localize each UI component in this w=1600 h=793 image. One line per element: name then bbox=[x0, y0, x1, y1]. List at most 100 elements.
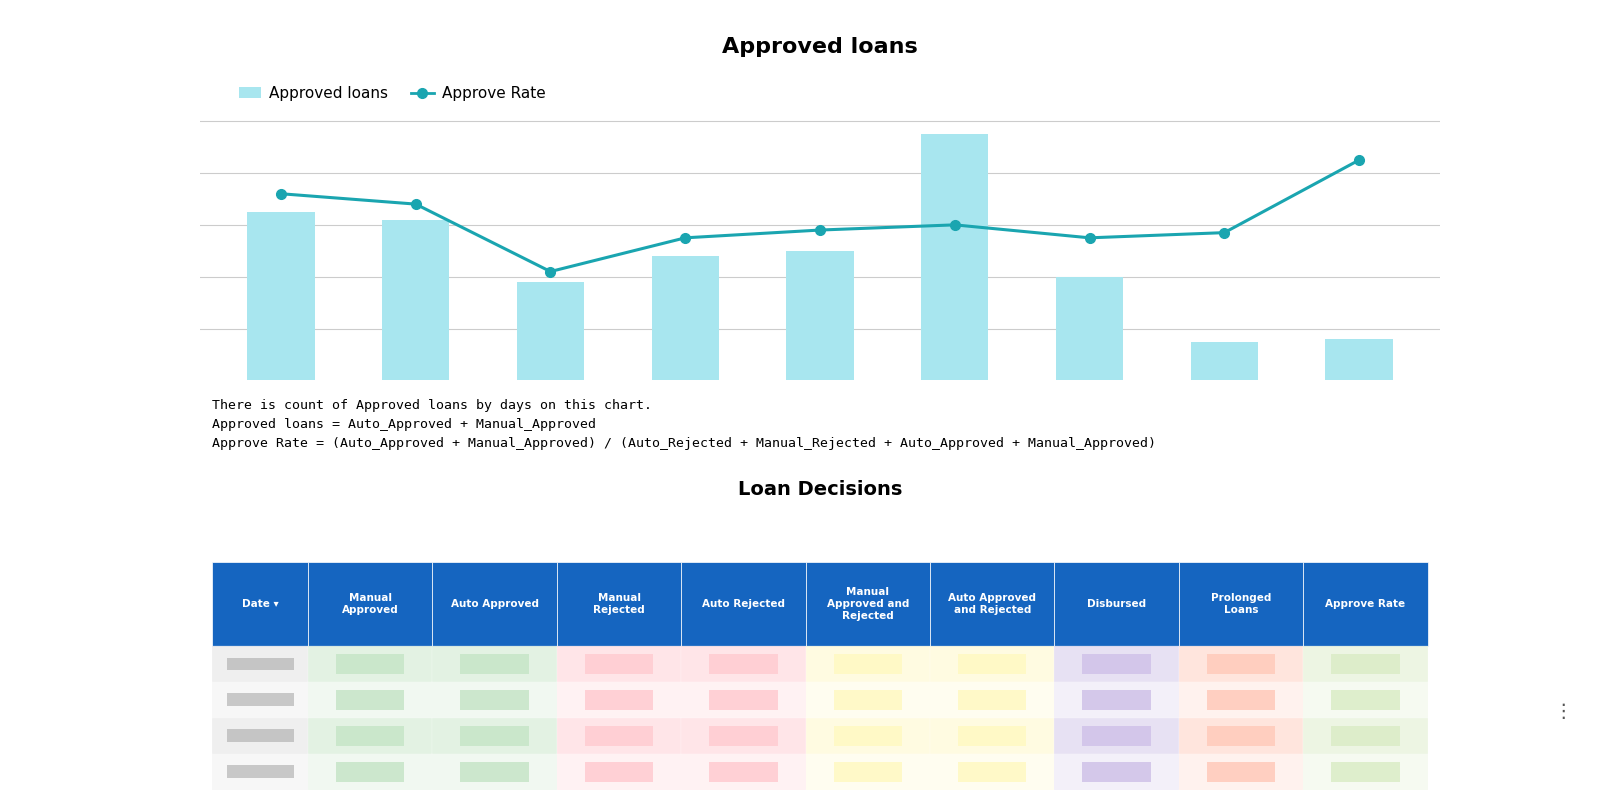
Text: ⋮: ⋮ bbox=[1554, 702, 1573, 721]
FancyBboxPatch shape bbox=[1206, 762, 1275, 782]
FancyBboxPatch shape bbox=[834, 762, 902, 782]
FancyBboxPatch shape bbox=[1304, 646, 1427, 682]
FancyBboxPatch shape bbox=[958, 762, 1027, 782]
FancyBboxPatch shape bbox=[227, 694, 294, 706]
FancyBboxPatch shape bbox=[309, 646, 432, 682]
Bar bbox=[382, 220, 450, 381]
FancyBboxPatch shape bbox=[1179, 646, 1304, 682]
FancyBboxPatch shape bbox=[1206, 654, 1275, 674]
FancyBboxPatch shape bbox=[1331, 762, 1400, 782]
Text: Manual
Rejected: Manual Rejected bbox=[594, 592, 645, 615]
FancyBboxPatch shape bbox=[1304, 753, 1427, 790]
Bar bbox=[1056, 277, 1123, 381]
FancyBboxPatch shape bbox=[1083, 726, 1150, 745]
FancyBboxPatch shape bbox=[1206, 690, 1275, 710]
FancyBboxPatch shape bbox=[586, 654, 653, 674]
FancyBboxPatch shape bbox=[682, 753, 806, 790]
FancyBboxPatch shape bbox=[1179, 718, 1304, 753]
FancyBboxPatch shape bbox=[930, 718, 1054, 753]
FancyBboxPatch shape bbox=[682, 562, 806, 646]
FancyBboxPatch shape bbox=[1179, 562, 1304, 646]
FancyBboxPatch shape bbox=[1179, 753, 1304, 790]
FancyBboxPatch shape bbox=[309, 718, 432, 753]
FancyBboxPatch shape bbox=[709, 762, 778, 782]
FancyBboxPatch shape bbox=[1304, 682, 1427, 718]
FancyBboxPatch shape bbox=[1083, 690, 1150, 710]
FancyBboxPatch shape bbox=[336, 690, 405, 710]
FancyBboxPatch shape bbox=[806, 562, 930, 646]
FancyBboxPatch shape bbox=[709, 690, 778, 710]
Text: Date ▾: Date ▾ bbox=[242, 599, 278, 609]
FancyBboxPatch shape bbox=[806, 646, 930, 682]
FancyBboxPatch shape bbox=[461, 690, 530, 710]
Bar bbox=[517, 282, 584, 381]
FancyBboxPatch shape bbox=[557, 682, 682, 718]
FancyBboxPatch shape bbox=[930, 682, 1054, 718]
FancyBboxPatch shape bbox=[309, 753, 432, 790]
FancyBboxPatch shape bbox=[432, 718, 557, 753]
Text: Auto Rejected: Auto Rejected bbox=[702, 599, 786, 609]
FancyBboxPatch shape bbox=[834, 654, 902, 674]
FancyBboxPatch shape bbox=[213, 646, 309, 682]
FancyBboxPatch shape bbox=[930, 753, 1054, 790]
FancyBboxPatch shape bbox=[557, 753, 682, 790]
FancyBboxPatch shape bbox=[930, 562, 1054, 646]
FancyBboxPatch shape bbox=[586, 726, 653, 745]
FancyBboxPatch shape bbox=[709, 726, 778, 745]
FancyBboxPatch shape bbox=[1304, 562, 1427, 646]
Bar bbox=[651, 256, 718, 381]
FancyBboxPatch shape bbox=[1331, 654, 1400, 674]
FancyBboxPatch shape bbox=[557, 718, 682, 753]
FancyBboxPatch shape bbox=[557, 562, 682, 646]
FancyBboxPatch shape bbox=[557, 646, 682, 682]
FancyBboxPatch shape bbox=[432, 682, 557, 718]
FancyBboxPatch shape bbox=[1054, 646, 1179, 682]
FancyBboxPatch shape bbox=[227, 765, 294, 778]
FancyBboxPatch shape bbox=[461, 726, 530, 745]
FancyBboxPatch shape bbox=[213, 562, 309, 646]
FancyBboxPatch shape bbox=[227, 730, 294, 742]
Title: Approved loans: Approved loans bbox=[722, 37, 918, 58]
FancyBboxPatch shape bbox=[806, 753, 930, 790]
FancyBboxPatch shape bbox=[806, 682, 930, 718]
FancyBboxPatch shape bbox=[1054, 682, 1179, 718]
FancyBboxPatch shape bbox=[1054, 718, 1179, 753]
FancyBboxPatch shape bbox=[1331, 726, 1400, 745]
FancyBboxPatch shape bbox=[213, 682, 309, 718]
FancyBboxPatch shape bbox=[1179, 682, 1304, 718]
FancyBboxPatch shape bbox=[586, 762, 653, 782]
Text: Approve Rate: Approve Rate bbox=[1325, 599, 1405, 609]
Text: Manual
Approved and
Rejected: Manual Approved and Rejected bbox=[827, 587, 909, 621]
FancyBboxPatch shape bbox=[1304, 718, 1427, 753]
Text: Auto Approved: Auto Approved bbox=[451, 599, 539, 609]
FancyBboxPatch shape bbox=[432, 753, 557, 790]
FancyBboxPatch shape bbox=[1083, 654, 1150, 674]
FancyBboxPatch shape bbox=[227, 657, 294, 670]
Bar bbox=[246, 212, 315, 381]
Text: There is count of Approved loans by days on this chart.
Approved loans = Auto_Ap: There is count of Approved loans by days… bbox=[213, 400, 1157, 450]
Bar bbox=[786, 251, 854, 381]
FancyBboxPatch shape bbox=[461, 762, 530, 782]
FancyBboxPatch shape bbox=[336, 654, 405, 674]
Legend: Approved loans, Approve Rate: Approved loans, Approve Rate bbox=[232, 80, 552, 107]
FancyBboxPatch shape bbox=[309, 562, 432, 646]
FancyBboxPatch shape bbox=[834, 690, 902, 710]
FancyBboxPatch shape bbox=[1054, 562, 1179, 646]
FancyBboxPatch shape bbox=[213, 753, 309, 790]
Bar bbox=[922, 134, 989, 381]
FancyBboxPatch shape bbox=[1054, 753, 1179, 790]
Text: Disbursed: Disbursed bbox=[1086, 599, 1146, 609]
FancyBboxPatch shape bbox=[1206, 726, 1275, 745]
FancyBboxPatch shape bbox=[213, 718, 309, 753]
FancyBboxPatch shape bbox=[682, 646, 806, 682]
Bar bbox=[1325, 339, 1394, 381]
FancyBboxPatch shape bbox=[709, 654, 778, 674]
FancyBboxPatch shape bbox=[432, 646, 557, 682]
FancyBboxPatch shape bbox=[336, 726, 405, 745]
FancyBboxPatch shape bbox=[461, 654, 530, 674]
FancyBboxPatch shape bbox=[958, 690, 1027, 710]
FancyBboxPatch shape bbox=[958, 726, 1027, 745]
FancyBboxPatch shape bbox=[958, 654, 1027, 674]
FancyBboxPatch shape bbox=[682, 718, 806, 753]
FancyBboxPatch shape bbox=[806, 718, 930, 753]
